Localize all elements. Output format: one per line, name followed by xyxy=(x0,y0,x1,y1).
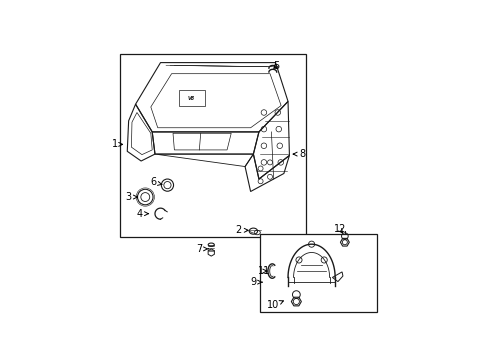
Text: V8: V8 xyxy=(187,96,195,100)
Text: 7: 7 xyxy=(196,244,208,254)
Text: 8: 8 xyxy=(293,149,305,159)
Text: 3: 3 xyxy=(125,192,137,202)
Text: 1: 1 xyxy=(112,139,122,149)
Text: 10: 10 xyxy=(266,300,283,310)
Text: 12: 12 xyxy=(333,225,346,234)
Text: 6: 6 xyxy=(150,177,162,187)
Text: 5: 5 xyxy=(272,61,279,71)
Bar xyxy=(260,234,376,312)
Text: 4: 4 xyxy=(136,209,148,219)
Text: 11: 11 xyxy=(257,266,269,276)
Text: 9: 9 xyxy=(250,277,262,287)
Text: 2: 2 xyxy=(235,225,247,235)
Bar xyxy=(120,54,305,237)
Bar xyxy=(178,90,204,105)
